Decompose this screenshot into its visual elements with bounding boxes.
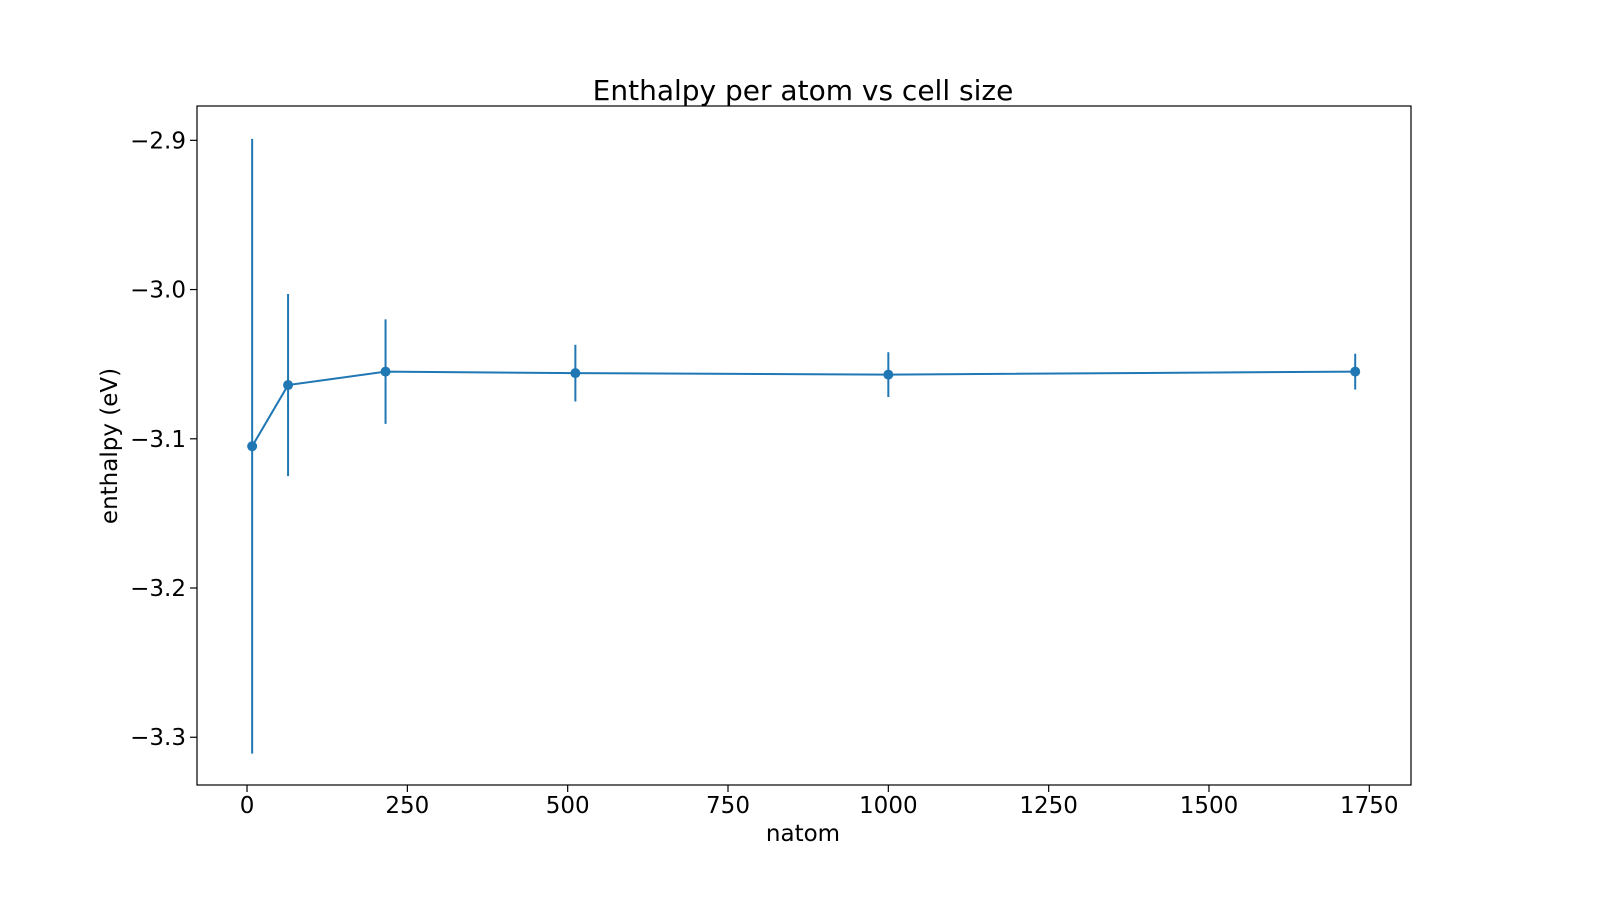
data-point (247, 441, 258, 452)
y-tick-label: −3.0 (130, 278, 186, 304)
y-axis-label: enthalpy (eV) (97, 368, 123, 524)
x-tick-label: 500 (546, 793, 590, 819)
y-axis: −2.9 −3.0 −3.1 −3.2 −3.3 (130, 128, 197, 751)
y-tick-label: −3.3 (130, 725, 186, 751)
data-point (283, 380, 294, 391)
x-axis-label: natom (766, 821, 840, 847)
data-point (380, 366, 391, 377)
y-tick-label: −2.9 (130, 128, 186, 154)
x-tick-label: 1500 (1180, 793, 1239, 819)
x-tick-label: 0 (240, 793, 255, 819)
x-tick-label: 250 (385, 793, 429, 819)
x-tick-label: 1750 (1340, 793, 1399, 819)
x-tick-label: 1250 (1019, 793, 1078, 819)
series-line (251, 370, 1356, 447)
chart-title: Enthalpy per atom vs cell size (593, 74, 1014, 107)
x-tick-label: 1000 (859, 793, 918, 819)
x-tick-label: 750 (706, 793, 750, 819)
y-tick-label: −3.1 (130, 427, 186, 453)
y-tick-label: −3.2 (130, 576, 186, 602)
data-point (1350, 366, 1361, 377)
plot-frame (196, 105, 1412, 786)
x-axis: 0 250 500 750 1000 1250 1500 1750 (240, 785, 1399, 819)
data-point (883, 369, 894, 380)
plot-area (247, 138, 1361, 754)
data-point (570, 368, 581, 379)
